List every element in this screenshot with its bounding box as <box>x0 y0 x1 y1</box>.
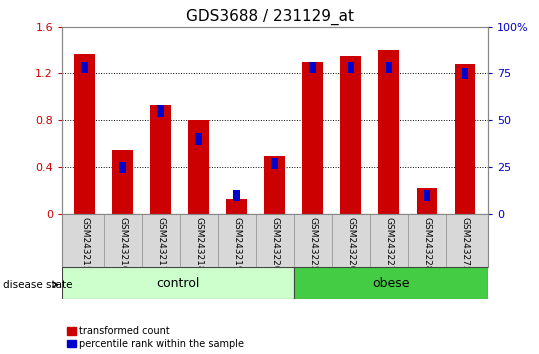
Bar <box>157 105 164 116</box>
Text: obese: obese <box>372 277 410 290</box>
Bar <box>265 155 285 214</box>
Text: GSM243227: GSM243227 <box>384 217 393 271</box>
Bar <box>272 158 278 169</box>
Bar <box>302 62 323 214</box>
Bar <box>454 64 475 214</box>
Text: GSM243225: GSM243225 <box>308 217 317 271</box>
Text: control: control <box>156 277 199 290</box>
Text: GSM243226: GSM243226 <box>347 217 355 271</box>
Bar <box>196 133 202 145</box>
Text: GSM243275: GSM243275 <box>460 217 469 272</box>
Bar <box>233 190 240 201</box>
Text: GSM243219: GSM243219 <box>232 217 241 272</box>
Bar <box>424 190 430 201</box>
Text: disease state: disease state <box>3 280 72 290</box>
Bar <box>189 120 209 214</box>
Bar <box>294 267 488 299</box>
Bar <box>226 199 247 214</box>
Bar <box>150 105 171 214</box>
Bar <box>348 62 354 73</box>
Bar <box>309 62 316 73</box>
Bar <box>385 62 392 73</box>
Text: GSM243228: GSM243228 <box>423 217 431 271</box>
Bar <box>378 50 399 214</box>
Legend: transformed count, percentile rank within the sample: transformed count, percentile rank withi… <box>67 326 245 349</box>
Text: GSM243218: GSM243218 <box>195 217 203 272</box>
Bar <box>417 188 438 214</box>
Bar <box>461 68 468 79</box>
Text: GSM243216: GSM243216 <box>119 217 127 272</box>
Bar <box>81 62 88 73</box>
Text: GSM243215: GSM243215 <box>80 217 89 272</box>
Bar <box>74 53 95 214</box>
Text: GSM243220: GSM243220 <box>271 217 279 271</box>
Bar <box>120 162 126 173</box>
Bar <box>112 150 133 214</box>
Text: GSM243217: GSM243217 <box>156 217 165 272</box>
Bar <box>62 267 294 299</box>
Bar <box>341 56 361 214</box>
Text: GDS3688 / 231129_at: GDS3688 / 231129_at <box>185 9 354 25</box>
